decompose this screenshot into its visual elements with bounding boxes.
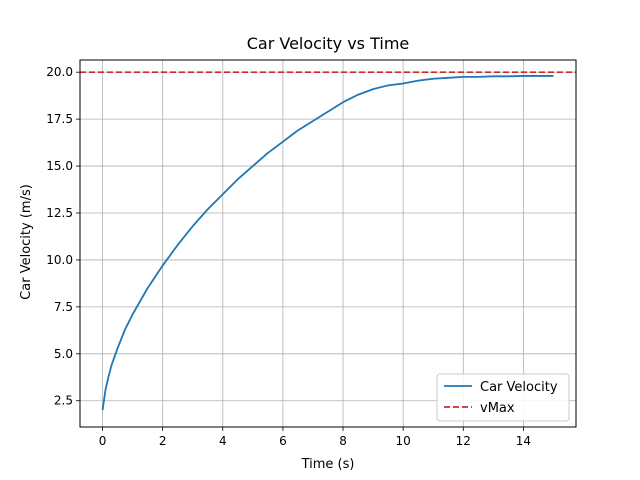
y-tick-label: 5.0 <box>54 347 73 361</box>
y-tick-label: 17.5 <box>46 112 73 126</box>
y-tick-label: 2.5 <box>54 394 73 408</box>
x-tick-label: 14 <box>516 434 531 448</box>
x-tick-label: 10 <box>396 434 411 448</box>
plot-frame <box>79 59 577 428</box>
x-tick-label: 8 <box>339 434 347 448</box>
series-line-car-velocity <box>101 75 554 411</box>
legend-label-car-velocity: Car Velocity <box>480 380 558 395</box>
x-tick-label: 2 <box>159 434 167 448</box>
chart-title: Car Velocity vs Time <box>247 34 410 53</box>
y-tick-label: 15.0 <box>46 159 73 173</box>
x-tick-label: 0 <box>99 434 107 448</box>
x-axis-label: Time (s) <box>301 457 355 472</box>
y-axis-label: Car Velocity (m/s) <box>19 184 34 300</box>
legend-label-vmax: vMax <box>480 401 515 416</box>
x-tick-label: 4 <box>219 434 227 448</box>
series-layer <box>80 71 576 411</box>
x-tick-label: 6 <box>279 434 287 448</box>
grid <box>80 60 576 427</box>
y-tick-label: 12.5 <box>46 206 73 220</box>
legend: Car Velocity vMax <box>436 373 570 422</box>
y-tick-label: 10.0 <box>46 253 73 267</box>
y-tick-label: 7.5 <box>54 300 73 314</box>
ticks: 0 2 4 6 8 10 12 14 2.5 5.0 7.5 10.0 12.5 15.0 17.5 20.0 <box>46 65 531 448</box>
y-tick-label: 20.0 <box>46 65 73 79</box>
x-tick-label: 12 <box>456 434 471 448</box>
